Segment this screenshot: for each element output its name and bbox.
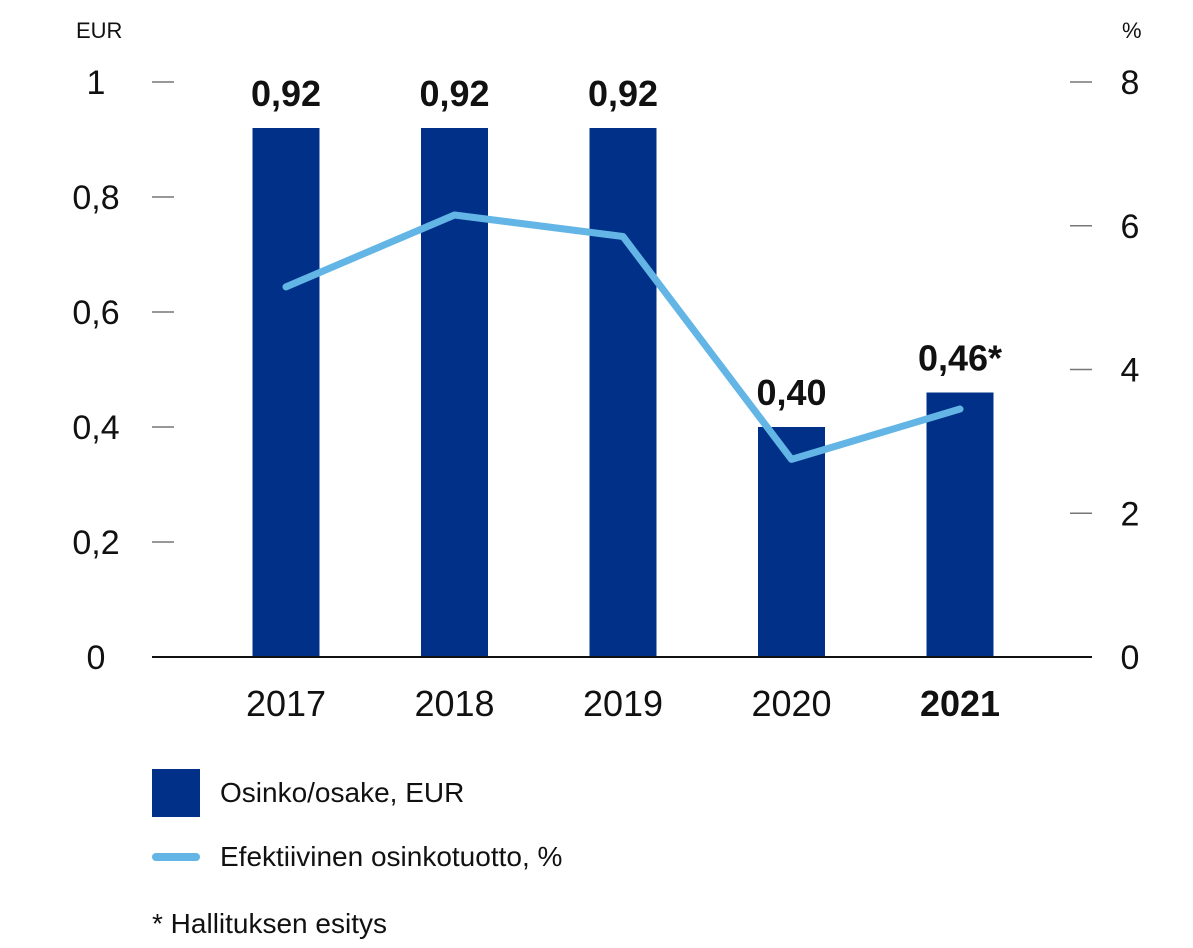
right-axis-unit: % [1122,18,1142,43]
right-tick-label: 6 [1121,208,1140,246]
legend-label-line: Efektiivinen osinkotuotto, % [220,841,563,872]
line-series [282,211,964,463]
bar-label-2021: 0,46* [918,338,1002,379]
dividend-chart: EUR 0 0,2 0,4 0,6 0,8 1 % 0 2 4 6 8 0,92 0,92 0,92 0,4… [72,18,1142,724]
category-label-2019: 2019 [583,683,663,724]
legend-swatch-line [152,853,200,861]
bar-label-2019: 0,92 [588,73,658,114]
category-label-2018: 2018 [414,683,494,724]
legend-item-line: Efektiivinen osinkotuotto, % [152,832,562,882]
footnote: * Hallituksen esitys [152,908,387,939]
left-tick-label: 1 [87,64,106,102]
category-label-2017: 2017 [246,683,326,724]
left-tick-label: 0,8 [72,179,119,217]
bar-2020 [758,427,825,657]
right-tick-label: 2 [1121,495,1140,533]
left-tick-label: 0 [87,639,106,677]
bar-2019 [589,128,657,657]
right-axis: % 0 2 4 6 8 [1070,18,1142,677]
right-tick-label: 0 [1121,639,1140,677]
yield-line [282,211,964,463]
bar-label-2020: 0,40 [756,372,826,413]
left-axis: EUR 0 0,2 0,4 0,6 0,8 1 [72,18,174,677]
right-tick-label: 4 [1121,352,1140,390]
left-tick-label: 0,2 [72,524,119,562]
left-tick-label: 0,4 [72,409,119,447]
category-label-2021: 2021 [920,683,1000,724]
bar-label-2017: 0,92 [251,73,321,114]
x-axis-labels: 2017 2018 2019 2020 2021 [246,683,1000,724]
legend-label-bars: Osinko/osake, EUR [220,777,465,808]
bar-2017 [252,128,320,657]
bar-2021 [926,392,994,657]
legend: Osinko/osake, EUR Efektiivinen osinkotuo… [152,768,562,896]
left-axis-unit: EUR [76,18,122,43]
bar-label-2018: 0,92 [419,73,489,114]
bar-series [252,128,994,657]
right-tick-label: 8 [1121,64,1140,102]
bar-2018 [421,128,488,657]
bar-labels: 0,92 0,92 0,92 0,40 0,46* [251,73,1002,413]
left-tick-label: 0,6 [72,294,119,332]
category-label-2020: 2020 [751,683,831,724]
legend-swatch-bar [152,769,200,817]
legend-item-bars: Osinko/osake, EUR [152,768,562,818]
